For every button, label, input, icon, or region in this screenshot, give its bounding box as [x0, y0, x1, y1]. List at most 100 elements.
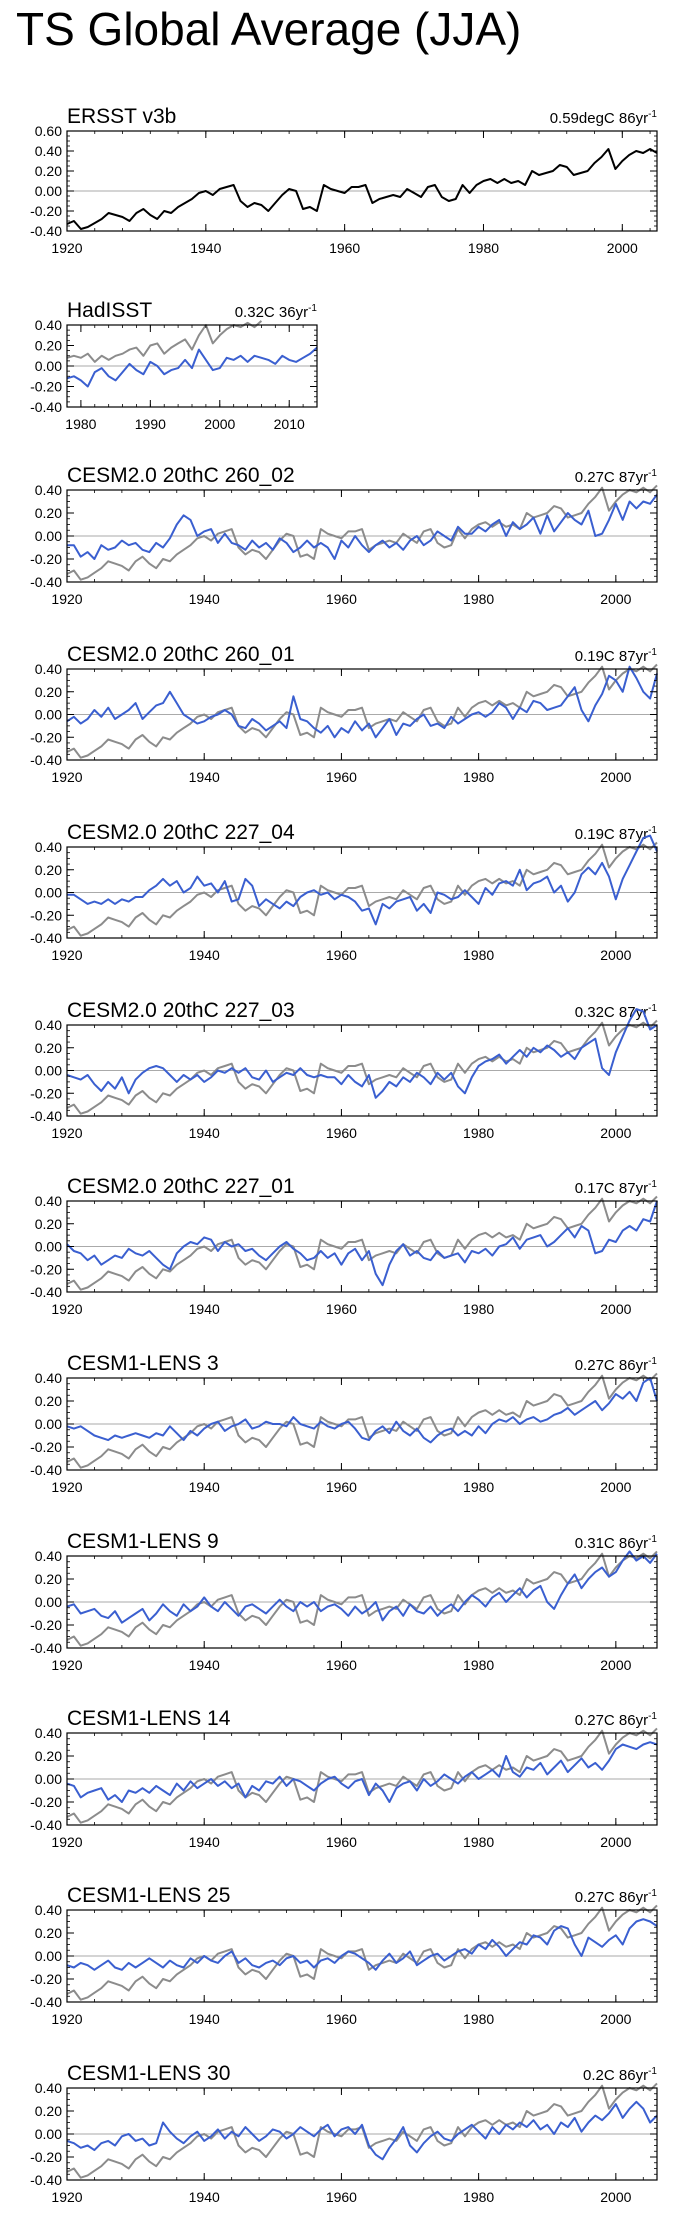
series-line-reference	[66, 1372, 658, 1469]
x-tick-label: 1980	[463, 1479, 494, 1495]
x-tick-label: 1920	[51, 1657, 82, 1673]
x-tick-label: 1920	[51, 947, 82, 963]
y-tick-label: -0.20	[30, 551, 62, 567]
panel-6: CESM2.0 20thC 227_03 0.32C 87yr-1 0.40 0.20…	[30, 999, 658, 1141]
panel-5: CESM2.0 20thC 227_04 0.19C 87yr-1 0.40 0.20…	[30, 821, 658, 963]
y-tick-label: -0.20	[30, 379, 62, 395]
trend-label: 0.2C 86yr-1	[583, 2066, 657, 2084]
x-tick-label: 2000	[600, 1657, 631, 1673]
x-tick-label: 1920	[51, 591, 82, 607]
y-tick-label: -0.40	[30, 1462, 62, 1478]
panel-title: CESM2.0 20thC 260_02	[67, 464, 295, 487]
y-tick-label: -0.40	[30, 1108, 62, 1124]
y-tick-label: 0.40	[35, 317, 62, 333]
x-tick-label: 2000	[600, 947, 631, 963]
x-tick-label: 1980	[463, 947, 494, 963]
series-line-model	[66, 1200, 658, 1287]
panel-title: CESM2.0 20thC 260_01	[67, 643, 295, 666]
series-line-reference	[66, 320, 263, 363]
y-tick-label: 0.40	[35, 839, 62, 855]
y-tick-label: 0.00	[35, 1594, 62, 1610]
y-tick-label: 0.60	[35, 123, 62, 139]
plot-frame	[66, 130, 658, 232]
x-tick-label: 1960	[326, 2189, 357, 2205]
x-tick-label: 2000	[600, 1479, 631, 1495]
panel-8: CESM1-LENS 3 0.27C 86yr-1 0.40 0.20 0.00 -0.2…	[30, 1352, 658, 1495]
series-line-reference	[66, 1019, 658, 1115]
series-line-reference	[66, 484, 658, 581]
y-tick-label: -0.20	[30, 729, 62, 745]
x-tick-label: 1920	[51, 2189, 82, 2205]
y-tick-label: 0.20	[35, 862, 62, 878]
y-tick-label: 0.20	[35, 163, 62, 179]
y-tick-label: 0.40	[35, 2080, 62, 2096]
x-tick-label: 1980	[463, 1657, 494, 1673]
y-tick-label: -0.20	[30, 1439, 62, 1455]
x-tick-label: 1960	[326, 1834, 357, 1850]
y-tick-label: 0.40	[35, 1017, 62, 1033]
x-tick-label: 1940	[189, 1657, 220, 1673]
trend-label: 0.27C 87yr-1	[575, 468, 658, 486]
y-tick-label: -0.20	[30, 1085, 62, 1101]
x-tick-label: 2000	[600, 1834, 631, 1850]
series-line-obs	[66, 148, 658, 230]
panel-title: CESM1-LENS 9	[67, 1530, 219, 1553]
y-tick-label: -0.20	[30, 1617, 62, 1633]
panel-1: ERSST v3b 0.59degC 86yr-1 0.60 0.40 0.20 0.00…	[30, 105, 658, 256]
x-tick-label: 1990	[135, 416, 166, 432]
x-tick-label: 1940	[189, 2189, 220, 2205]
trend-label: 0.17C 87yr-1	[575, 1179, 658, 1197]
y-tick-label: 0.20	[35, 505, 62, 521]
series-line-model	[67, 494, 658, 560]
y-tick-label: -0.40	[30, 752, 62, 768]
y-tick-label: 0.00	[35, 528, 62, 544]
trend-label: 0.27C 86yr-1	[575, 1711, 658, 1729]
panel-12: CESM1-LENS 30 0.2C 86yr-1 0.40 0.20 0.00 -0.2…	[30, 2062, 658, 2205]
x-tick-label: 1960	[326, 947, 357, 963]
x-tick-label: 1980	[463, 1301, 494, 1317]
y-tick-label: 0.40	[35, 1902, 62, 1918]
panel-2: HadISST 0.32C 36yr-1 0.40 0.20 0.00 -0.20 -0.4…	[30, 299, 318, 432]
y-tick-label: -0.40	[30, 574, 62, 590]
series-line-reference	[66, 1550, 658, 1647]
x-tick-label: 1980	[468, 240, 499, 256]
y-tick-label: 0.20	[35, 1571, 62, 1587]
trend-label: 0.32C 36yr-1	[235, 303, 318, 321]
panel-title: CESM2.0 20thC 227_04	[67, 821, 295, 844]
page-title: TS Global Average (JJA)	[16, 3, 522, 55]
series-line-reference	[66, 1727, 658, 1824]
y-tick-label: 0.00	[35, 358, 62, 374]
y-tick-label: -0.20	[30, 2149, 62, 2165]
y-tick-label: 0.00	[35, 183, 62, 199]
x-tick-label: 1940	[189, 1834, 220, 1850]
y-tick-label: -0.40	[30, 2172, 62, 2188]
series-line-model	[66, 2100, 658, 2161]
series-line-model	[66, 1918, 658, 1971]
x-tick-label: 2000	[600, 1125, 631, 1141]
x-tick-label: 1920	[51, 1125, 82, 1141]
y-tick-label: -0.40	[30, 1817, 62, 1833]
trend-label: 0.31C 86yr-1	[575, 1534, 658, 1552]
trend-label: 0.59degC 86yr-1	[550, 109, 658, 127]
x-tick-label: 1960	[326, 2011, 357, 2027]
y-tick-label: 0.40	[35, 1548, 62, 1564]
x-tick-label: 1980	[463, 1125, 494, 1141]
trend-label: 0.27C 86yr-1	[575, 1888, 658, 1906]
series-line-reference	[66, 2082, 658, 2179]
panel-10: CESM1-LENS 14 0.27C 86yr-1 0.40 0.20 0.00 -0.…	[30, 1707, 658, 1850]
x-tick-label: 1960	[326, 1125, 357, 1141]
x-tick-label: 1940	[189, 947, 220, 963]
series-line-model	[66, 665, 658, 739]
x-tick-label: 1940	[189, 591, 220, 607]
panel-title: CESM1-LENS 14	[67, 1707, 231, 1730]
panel-title: CESM2.0 20thC 227_03	[67, 999, 295, 1022]
y-tick-label: -0.40	[30, 1994, 62, 2010]
series-line-model	[66, 1377, 658, 1444]
x-tick-label: 1980	[463, 591, 494, 607]
panel-title: HadISST	[67, 299, 152, 322]
x-tick-label: 1960	[326, 1479, 357, 1495]
x-tick-label: 1940	[190, 240, 221, 256]
y-tick-label: -0.40	[30, 1284, 62, 1300]
panel-7: CESM2.0 20thC 227_01 0.17C 87yr-1 0.40 0.20…	[30, 1175, 658, 1317]
y-tick-label: -0.20	[30, 1261, 62, 1277]
